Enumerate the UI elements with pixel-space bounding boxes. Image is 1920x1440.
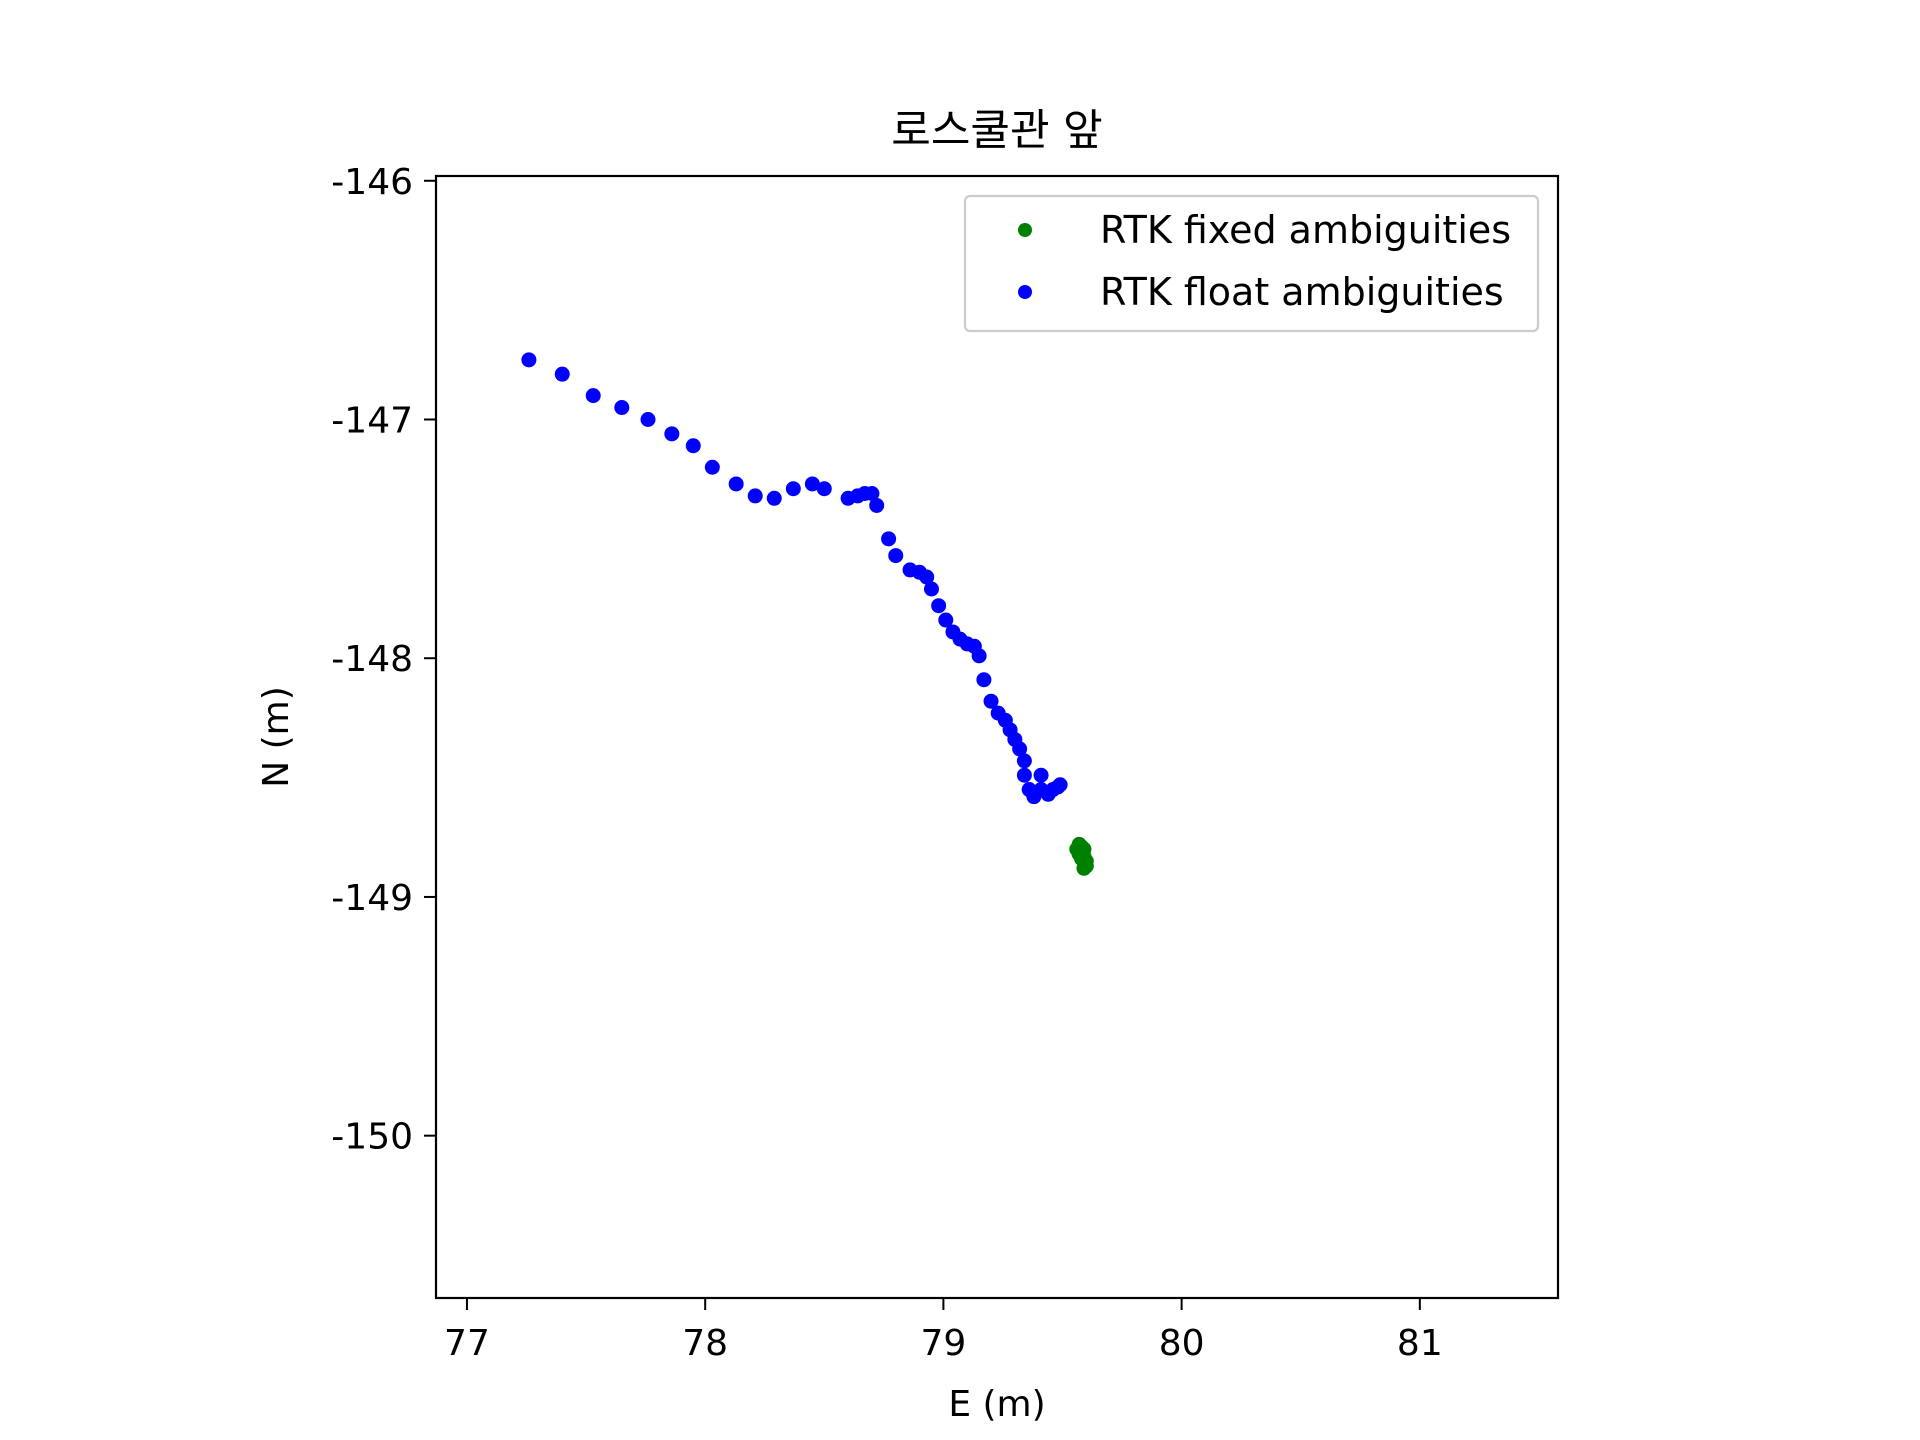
x-tick-label: 77 [444, 1323, 490, 1364]
data-point [816, 481, 832, 497]
data-point [931, 598, 947, 614]
data-point [704, 459, 720, 475]
legend: RTK fixed ambiguities RTK float ambiguit… [963, 194, 1540, 333]
plot-frame [434, 174, 1560, 1300]
data-point [521, 352, 537, 368]
y-axis-label: N (m) [256, 686, 297, 788]
legend-label-float: RTK float ambiguities [1100, 270, 1504, 314]
x-tick-label: 80 [1159, 1323, 1205, 1364]
data-point [1076, 860, 1092, 876]
data-point [971, 648, 987, 664]
data-point [1071, 836, 1087, 852]
data-point [1016, 753, 1032, 769]
y-tick-label: -147 [331, 400, 413, 441]
x-axis-ticks: 77 78 79 80 81 [444, 1298, 1443, 1364]
data-point [664, 426, 680, 442]
data-point [976, 672, 992, 688]
legend-label-fixed: RTK fixed ambiguities [1100, 208, 1511, 252]
data-point [804, 476, 820, 492]
legend-marker-fixed [1018, 223, 1032, 237]
data-point [614, 400, 630, 416]
data-point [1052, 777, 1068, 793]
data-points [521, 352, 1094, 876]
data-point [554, 366, 570, 382]
data-point [881, 531, 897, 547]
data-point [766, 490, 782, 506]
data-point [585, 388, 601, 404]
y-tick-label: -148 [331, 639, 413, 680]
data-point [640, 411, 656, 427]
x-axis-label: E (m) [948, 1384, 1045, 1425]
data-point [938, 612, 954, 628]
data-point [1012, 741, 1028, 757]
y-axis-ticks: -146 -147 -148 -149 -150 [331, 162, 436, 1158]
data-point [869, 497, 885, 513]
data-point [983, 693, 999, 709]
legend-marker-float [1018, 285, 1032, 299]
data-point [923, 581, 939, 597]
series-0-points [1069, 836, 1094, 876]
data-point [785, 481, 801, 497]
legend-box [963, 194, 1540, 333]
x-tick-label: 78 [682, 1323, 728, 1364]
data-point [888, 548, 904, 564]
data-point [685, 438, 701, 454]
x-tick-label: 79 [920, 1323, 966, 1364]
y-tick-label: -146 [331, 162, 413, 203]
chart-title: 로스쿨관 앞 [891, 106, 1102, 156]
x-tick-label: 81 [1397, 1323, 1443, 1364]
series-1-points [521, 352, 1068, 805]
y-tick-label: -150 [331, 1117, 413, 1158]
data-point [747, 488, 763, 504]
data-point [1033, 767, 1049, 783]
data-point [919, 569, 935, 585]
data-point [1016, 767, 1032, 783]
data-point [728, 476, 744, 492]
data-point [864, 486, 880, 502]
y-tick-label: -149 [331, 878, 413, 919]
